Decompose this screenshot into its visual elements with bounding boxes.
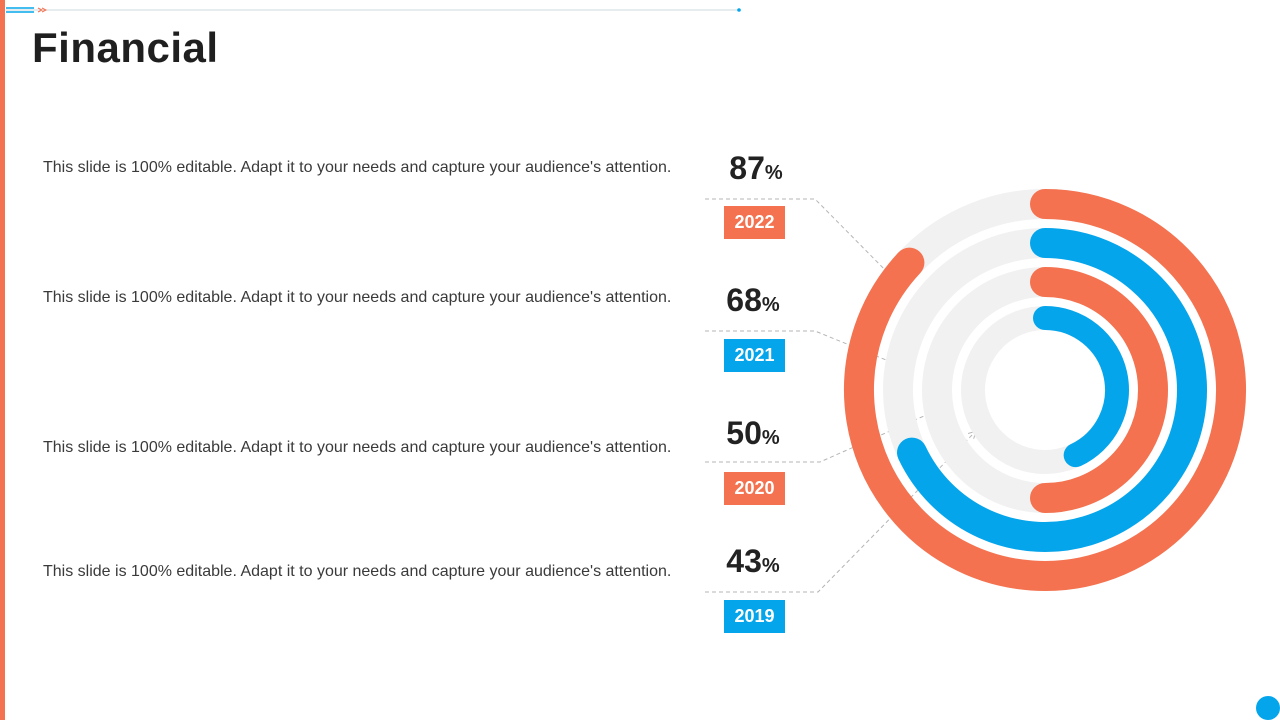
left-accent-bar (0, 0, 5, 720)
ring-arc-2022 (844, 189, 1246, 591)
item-description-2022: This slide is 100% editable. Adapt it to… (43, 159, 672, 176)
item-description-2019: This slide is 100% editable. Adapt it to… (43, 563, 672, 580)
page-title: Financial (32, 24, 219, 71)
year-badge-2019: 2019 (724, 600, 785, 633)
ring-arc-2019 (1033, 306, 1129, 468)
percent-value-2021: 68% (726, 282, 780, 318)
corner-dot (1256, 696, 1280, 720)
item-description-2021: This slide is 100% editable. Adapt it to… (43, 289, 672, 306)
item-description-2020: This slide is 100% editable. Adapt it to… (43, 439, 672, 456)
percent-value-2022: 87% (729, 150, 783, 186)
ring-arc-2021 (896, 228, 1207, 552)
top-decoration (6, 7, 741, 13)
ring-arc-2020 (1030, 267, 1168, 513)
